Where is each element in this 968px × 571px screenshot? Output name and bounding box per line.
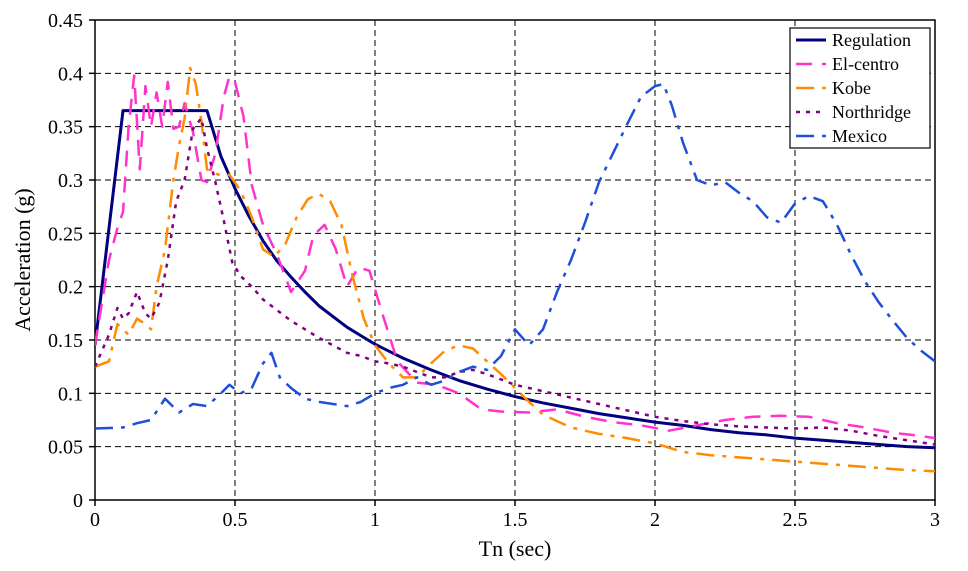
legend-label: Mexico <box>832 126 887 146</box>
x-tick-label: 3 <box>930 509 940 531</box>
x-tick-label: 1.5 <box>503 509 528 531</box>
x-tick-label: 1 <box>370 509 380 531</box>
y-tick-label: 0.3 <box>58 170 83 192</box>
x-tick-label: 2.5 <box>783 509 808 531</box>
legend-label: El-centro <box>832 54 899 74</box>
y-tick-label: 0.35 <box>48 117 83 139</box>
legend-label: Regulation <box>832 30 911 50</box>
y-tick-label: 0.2 <box>58 277 83 299</box>
chart-svg: 0 0.5 1 1.5 2 2.5 3 0 0.05 0.1 0.15 0.2 0.25 0.3 0.35 0… <box>0 0 968 571</box>
x-tick-label: 0.5 <box>223 509 248 531</box>
y-axis-label: Acceleration (g) <box>10 188 35 332</box>
legend-label: Kobe <box>832 78 871 98</box>
y-tick-label: 0.45 <box>48 10 83 32</box>
y-tick-label: 0.15 <box>48 330 83 352</box>
y-tick-label: 0.25 <box>48 223 83 245</box>
y-tick-label: 0 <box>73 490 83 512</box>
x-axis-label: Tn (sec) <box>479 536 552 561</box>
legend-label: Northridge <box>832 102 911 122</box>
response-spectra-chart: 0 0.5 1 1.5 2 2.5 3 0 0.05 0.1 0.15 0.2 0.25 0.3 0.35 0… <box>0 0 968 571</box>
x-tick-label: 0 <box>90 509 100 531</box>
y-tick-label: 0.05 <box>48 437 83 459</box>
y-tick-label: 0.1 <box>58 383 83 405</box>
x-tick-label: 2 <box>650 509 660 531</box>
y-tick-label: 0.4 <box>58 63 83 85</box>
